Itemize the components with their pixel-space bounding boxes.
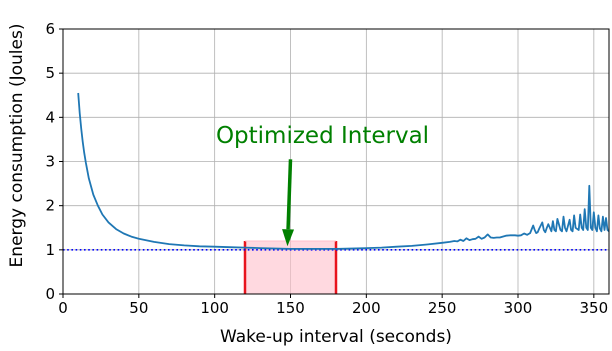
x-tick-label: 150 (276, 299, 305, 317)
x-tick-label: 350 (580, 299, 609, 317)
y-axis-ticks: 0 1 2 3 4 5 6 (45, 20, 63, 303)
x-tick-label: 100 (200, 299, 229, 317)
y-tick-label: 6 (45, 20, 55, 38)
annotation-arrow-shaft (286, 159, 293, 230)
x-tick-label: 250 (428, 299, 457, 317)
x-tick-label: 300 (504, 299, 533, 317)
annotation-label: Optimized Interval (216, 123, 429, 149)
y-tick-label: 5 (45, 64, 55, 82)
y-tick-label: 4 (45, 108, 55, 126)
y-tick-label: 0 (45, 285, 55, 303)
y-tick-label: 1 (45, 241, 55, 259)
x-tick-label: 0 (58, 299, 68, 317)
x-tick-label: 50 (129, 299, 148, 317)
y-tick-label: 2 (45, 197, 55, 215)
series-line-0 (77, 92, 610, 250)
y-tick-label: 3 (45, 153, 55, 171)
y-axis-label: Energy consumption (Joules) (7, 24, 27, 268)
x-axis-ticks: 0 50 100 150 200 250 300 350 (58, 294, 608, 317)
x-tick-label: 200 (352, 299, 381, 317)
annotation-arrow-head (282, 229, 295, 247)
x-axis-label: Wake-up interval (seconds) (220, 327, 452, 347)
annotation-group: Optimized Interval (216, 123, 429, 247)
series-group (77, 92, 610, 250)
